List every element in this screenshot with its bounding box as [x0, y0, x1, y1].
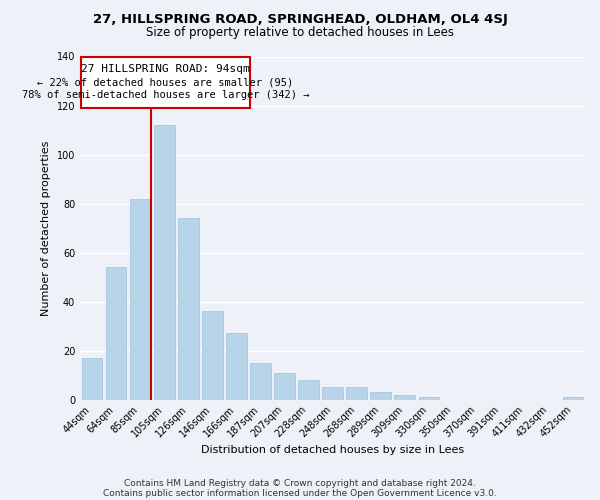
Bar	[130, 198, 151, 400]
Bar	[274, 372, 295, 400]
Bar	[298, 380, 319, 400]
Bar	[322, 388, 343, 400]
Y-axis label: Number of detached properties: Number of detached properties	[41, 140, 51, 316]
Text: ← 22% of detached houses are smaller (95): ← 22% of detached houses are smaller (95…	[37, 77, 293, 87]
Text: 78% of semi-detached houses are larger (342) →: 78% of semi-detached houses are larger (…	[22, 90, 309, 100]
FancyBboxPatch shape	[82, 56, 250, 108]
Text: Size of property relative to detached houses in Lees: Size of property relative to detached ho…	[146, 26, 454, 39]
Text: Contains HM Land Registry data © Crown copyright and database right 2024.: Contains HM Land Registry data © Crown c…	[124, 478, 476, 488]
Bar	[226, 334, 247, 400]
Text: 27, HILLSPRING ROAD, SPRINGHEAD, OLDHAM, OL4 4SJ: 27, HILLSPRING ROAD, SPRINGHEAD, OLDHAM,…	[92, 12, 508, 26]
Bar	[82, 358, 103, 400]
Bar	[106, 268, 127, 400]
Bar	[419, 397, 439, 400]
X-axis label: Distribution of detached houses by size in Lees: Distribution of detached houses by size …	[201, 445, 464, 455]
Bar	[202, 312, 223, 400]
Text: Contains public sector information licensed under the Open Government Licence v3: Contains public sector information licen…	[103, 488, 497, 498]
Bar	[178, 218, 199, 400]
Bar	[563, 397, 583, 400]
Bar	[394, 395, 415, 400]
Text: 27 HILLSPRING ROAD: 94sqm: 27 HILLSPRING ROAD: 94sqm	[81, 64, 250, 74]
Bar	[370, 392, 391, 400]
Bar	[154, 125, 175, 400]
Bar	[250, 363, 271, 400]
Bar	[346, 388, 367, 400]
